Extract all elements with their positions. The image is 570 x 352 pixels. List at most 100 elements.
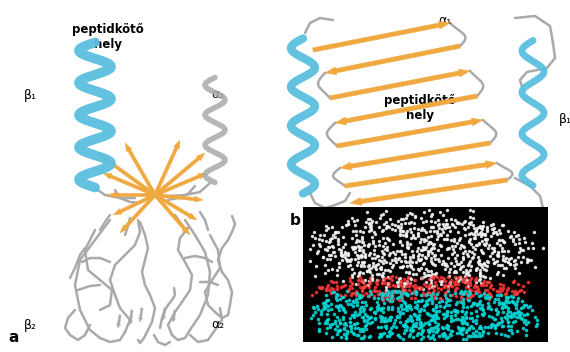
Point [425, 328, 434, 333]
Point [433, 234, 442, 239]
Point [455, 237, 464, 243]
Point [397, 265, 406, 270]
Point [421, 255, 430, 261]
Point [452, 269, 461, 275]
Point [339, 315, 348, 320]
Point [402, 230, 411, 235]
Point [327, 253, 336, 258]
Point [391, 324, 400, 329]
Point [465, 297, 474, 303]
Point [346, 275, 355, 281]
Point [322, 223, 331, 229]
Point [504, 299, 513, 304]
Point [432, 291, 441, 297]
Point [449, 238, 458, 243]
Point [417, 276, 426, 281]
Point [356, 263, 365, 269]
Point [503, 323, 512, 329]
Point [366, 216, 375, 221]
Point [483, 226, 492, 232]
Point [381, 280, 390, 286]
Point [452, 269, 461, 275]
Point [359, 314, 368, 320]
Point [474, 330, 483, 335]
Point [508, 279, 518, 285]
Point [397, 297, 406, 303]
Point [445, 228, 454, 234]
Point [515, 310, 524, 316]
Point [493, 263, 502, 268]
Point [396, 226, 405, 231]
Point [441, 295, 450, 300]
Point [461, 279, 470, 285]
Point [499, 222, 508, 228]
Point [458, 291, 467, 297]
Point [449, 222, 458, 228]
Point [503, 294, 512, 300]
Point [360, 333, 369, 339]
Point [471, 290, 481, 296]
Point [345, 319, 355, 325]
Point [449, 246, 458, 252]
Point [455, 327, 465, 333]
Point [450, 282, 459, 287]
Point [470, 332, 479, 338]
Point [385, 280, 394, 285]
Point [426, 277, 435, 283]
Point [395, 288, 404, 294]
Point [476, 270, 485, 276]
Point [486, 291, 495, 296]
Point [408, 328, 417, 333]
Point [487, 293, 496, 299]
Point [403, 245, 412, 250]
Point [328, 249, 337, 255]
Point [355, 269, 364, 275]
Text: c: c [295, 350, 304, 352]
Point [384, 318, 393, 323]
Point [377, 332, 386, 337]
Point [451, 301, 461, 307]
Point [472, 283, 481, 289]
Point [457, 332, 466, 337]
Point [351, 245, 360, 251]
Point [473, 288, 482, 294]
Point [396, 221, 405, 227]
Point [310, 306, 319, 311]
Point [384, 288, 393, 294]
Point [335, 320, 344, 326]
Point [374, 224, 384, 230]
Point [423, 310, 432, 315]
Point [498, 285, 507, 291]
Point [481, 275, 490, 280]
Point [449, 269, 458, 275]
Point [482, 258, 491, 264]
Point [441, 295, 450, 300]
Point [367, 291, 376, 297]
Point [447, 328, 456, 333]
Point [348, 275, 357, 280]
Point [500, 265, 509, 270]
Point [484, 296, 494, 301]
Point [414, 316, 423, 322]
Point [367, 221, 376, 226]
Point [406, 280, 415, 285]
Point [492, 288, 502, 294]
Point [461, 279, 470, 285]
Point [321, 227, 331, 233]
Point [468, 301, 477, 307]
Point [349, 244, 359, 250]
Point [421, 254, 430, 260]
Point [368, 218, 377, 224]
Point [382, 333, 392, 339]
Point [323, 311, 332, 317]
Point [450, 307, 459, 313]
Point [438, 312, 447, 317]
Point [323, 244, 332, 250]
Point [437, 287, 446, 292]
Point [475, 325, 484, 331]
Point [344, 222, 353, 227]
Point [498, 272, 507, 278]
Point [464, 283, 473, 289]
Point [394, 282, 404, 287]
Point [404, 287, 413, 293]
